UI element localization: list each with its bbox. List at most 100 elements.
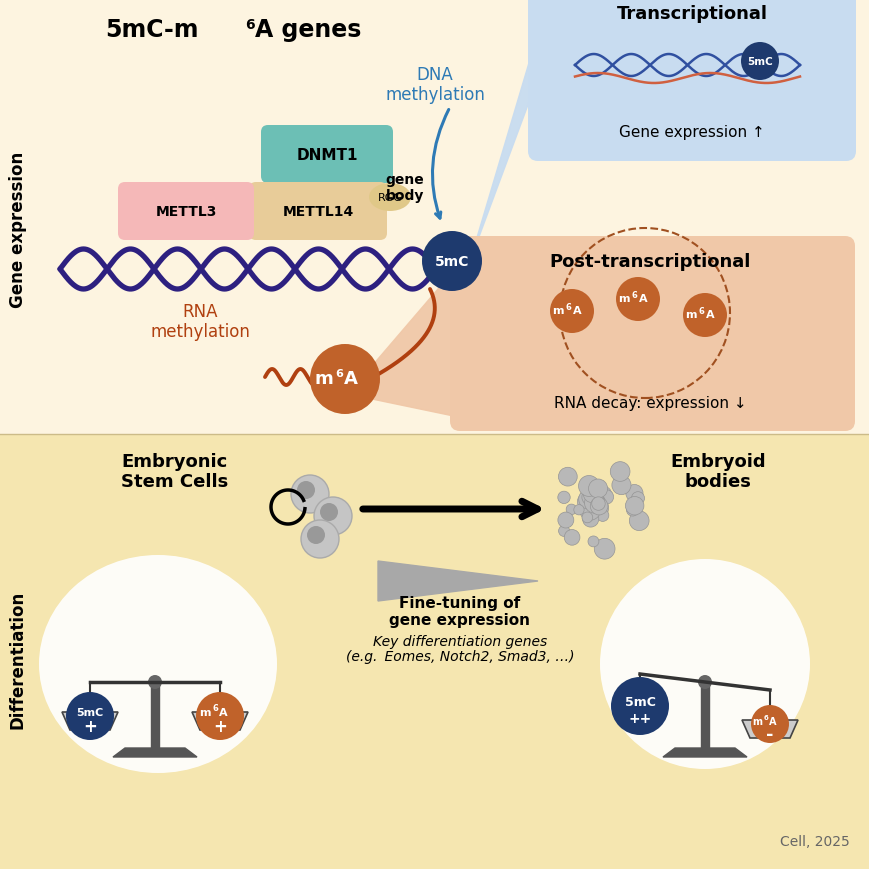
FancyBboxPatch shape [449,236,854,432]
Circle shape [566,505,576,515]
FancyBboxPatch shape [0,434,869,869]
Circle shape [148,675,162,689]
Circle shape [577,494,594,511]
Circle shape [611,476,630,495]
Text: +: + [83,717,96,735]
Circle shape [625,497,643,515]
Text: A: A [573,306,581,315]
Circle shape [290,475,328,514]
Circle shape [581,513,592,523]
Circle shape [591,499,605,513]
FancyBboxPatch shape [0,0,869,434]
Circle shape [610,677,668,735]
Text: 6: 6 [566,302,571,311]
Text: RNA
methylation: RNA methylation [149,302,249,341]
Text: +: + [213,717,227,735]
Circle shape [631,492,644,505]
Circle shape [594,539,614,560]
Text: A: A [768,716,776,726]
Polygon shape [611,704,667,722]
Circle shape [301,521,339,559]
Circle shape [581,489,598,506]
Circle shape [196,693,243,740]
FancyBboxPatch shape [249,182,387,241]
Text: -: - [766,725,773,743]
Polygon shape [113,748,196,757]
Text: Cell, 2025: Cell, 2025 [779,834,849,848]
Circle shape [596,509,608,521]
Polygon shape [192,713,248,730]
Circle shape [582,511,598,527]
Circle shape [587,480,607,499]
Polygon shape [741,720,797,738]
Text: 6: 6 [245,18,255,32]
Text: METTL14: METTL14 [282,205,353,219]
Circle shape [584,497,600,514]
Circle shape [594,487,611,503]
Text: A: A [219,707,228,717]
Circle shape [307,527,325,544]
Circle shape [750,705,788,743]
Circle shape [626,504,638,516]
Text: Fine-tuning of
gene expression: Fine-tuning of gene expression [389,595,530,627]
Circle shape [582,485,601,503]
Polygon shape [377,561,537,601]
Text: m: m [618,294,629,303]
Text: METTL3: METTL3 [156,205,216,219]
Text: 5mC-m: 5mC-m [105,18,198,42]
Circle shape [296,481,315,500]
Text: m: m [685,309,696,320]
Text: m: m [314,369,333,388]
Text: ++: ++ [627,711,651,725]
Text: m: m [199,707,211,717]
Circle shape [587,494,605,513]
Text: 5mC: 5mC [434,255,468,269]
Text: 5mC: 5mC [76,707,103,717]
Text: Gene expression: Gene expression [9,152,27,308]
Text: DNA
methylation: DNA methylation [385,65,484,104]
Circle shape [609,462,629,481]
Circle shape [599,490,613,505]
Polygon shape [348,255,468,420]
Text: m: m [552,306,563,315]
Text: Transcriptional: Transcriptional [616,5,766,23]
Text: RNA decay: expression ↓: RNA decay: expression ↓ [553,396,746,411]
Text: 6: 6 [698,306,704,315]
Text: A: A [343,369,357,388]
Text: m: m [751,716,761,726]
Circle shape [586,506,598,517]
Circle shape [558,526,569,537]
Circle shape [579,499,600,521]
Text: 6: 6 [335,368,342,379]
Circle shape [320,503,338,521]
Text: 6: 6 [763,714,768,720]
Circle shape [578,489,598,509]
Text: Embryoid
bodies: Embryoid bodies [669,452,765,491]
Circle shape [587,497,608,519]
Text: 5mC: 5mC [746,57,772,67]
Polygon shape [469,10,544,262]
Circle shape [587,536,598,547]
Text: Differentiation: Differentiation [9,590,27,728]
Circle shape [625,485,642,502]
Text: DNMT1: DNMT1 [296,148,357,163]
Text: 5mC: 5mC [624,696,654,709]
Circle shape [740,43,778,81]
Text: Embryonic
Stem Cells: Embryonic Stem Cells [122,452,229,491]
Circle shape [578,476,599,497]
Circle shape [615,278,660,322]
Text: Key differentiation genes: Key differentiation genes [373,634,547,648]
Polygon shape [62,713,118,730]
Text: 6: 6 [631,290,637,299]
Circle shape [557,492,569,504]
Text: gene
body: gene body [385,173,424,202]
Circle shape [421,232,481,292]
Circle shape [682,294,726,338]
FancyBboxPatch shape [261,126,393,183]
Text: Post-transcriptional: Post-transcriptional [548,253,750,270]
FancyBboxPatch shape [118,182,254,241]
Ellipse shape [368,183,410,212]
Circle shape [697,675,711,689]
Text: RGG: RGG [377,193,402,202]
Circle shape [66,693,114,740]
